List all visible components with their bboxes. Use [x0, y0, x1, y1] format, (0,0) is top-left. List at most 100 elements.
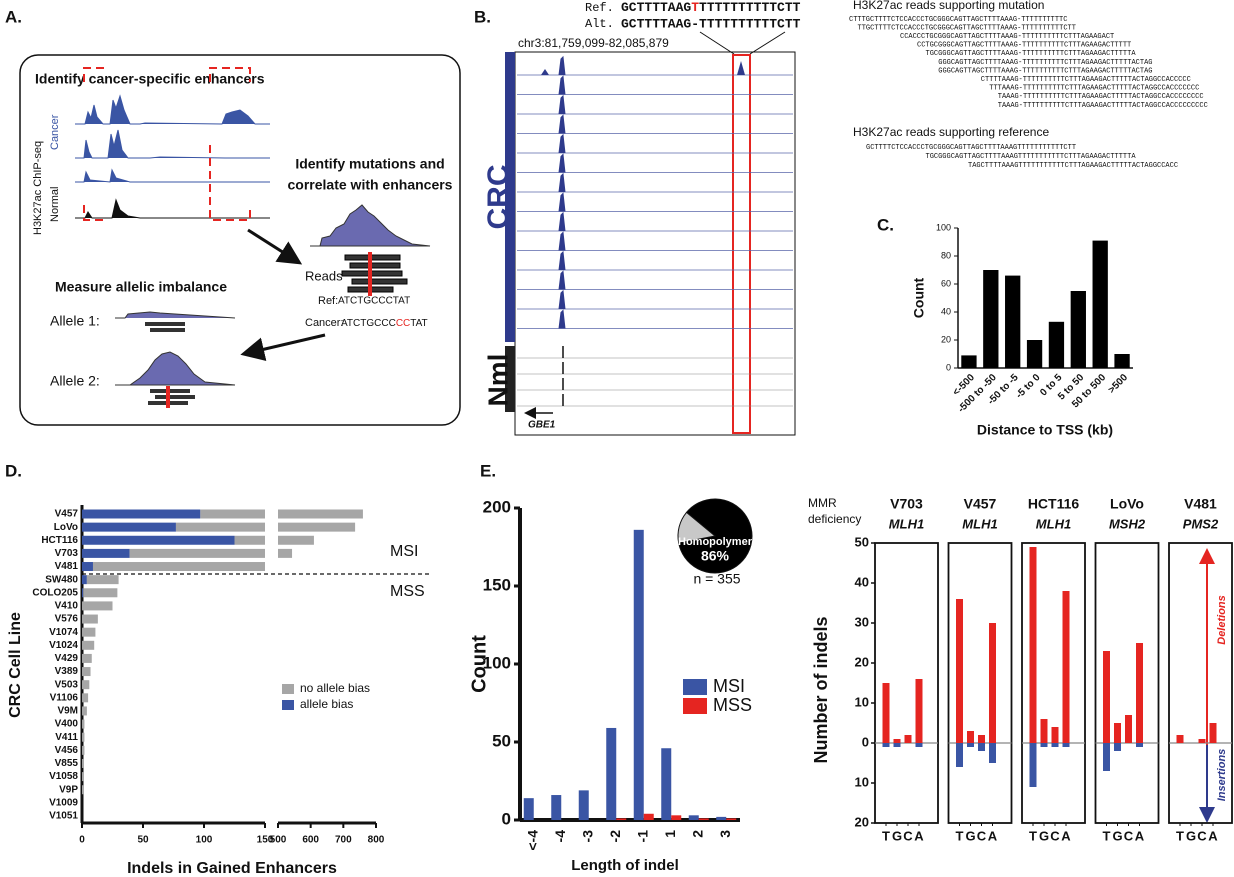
bar-segment: [83, 588, 118, 598]
seq-part: TTTTTTTTTTCTT: [699, 0, 801, 15]
plot-box: [947, 542, 1013, 824]
x-tick-label: G: [892, 828, 902, 843]
bar-segment: [278, 548, 293, 558]
bar-segment: [82, 640, 95, 650]
bar: [904, 735, 912, 743]
track-peak: [558, 192, 566, 212]
x-tick-label: C: [1050, 828, 1060, 843]
x-tick-label: G: [1186, 828, 1196, 843]
x-tick-label: -5 to 0: [1014, 372, 1043, 401]
bar: [1136, 643, 1143, 743]
read-seq: CCTGCGGGCAGTTAGCTTTTAAAG-TTTTTTTTTTCTTTA…: [917, 42, 1131, 50]
bar: [915, 743, 923, 747]
x-tick-label: 700: [335, 835, 352, 846]
bar-segment: [278, 535, 314, 545]
x-tick-label: T: [1029, 828, 1037, 843]
x-tick-label: T: [956, 828, 964, 843]
y-tick-label: V457: [55, 509, 79, 520]
x-tick-label: C: [1197, 828, 1207, 843]
mmr-label: MMR: [808, 496, 837, 510]
bar: [1029, 547, 1037, 743]
reads-title: H3K27ac reads supporting reference: [853, 125, 1049, 139]
y-tick-label: V456: [55, 745, 79, 756]
gene-label: GBE1: [528, 420, 556, 431]
track-peak: [558, 250, 566, 271]
x-tick-label: G: [1112, 828, 1122, 843]
group-label: MSI: [390, 543, 418, 560]
bar-segment: [82, 680, 90, 690]
legend-label: allele bias: [300, 697, 353, 711]
bar-segment: [82, 509, 201, 519]
bar: [1114, 354, 1130, 368]
plot-box: [1168, 542, 1233, 824]
y-tick-label: V389: [55, 666, 79, 677]
bar: [698, 818, 709, 820]
y-tick-label: 50: [492, 731, 511, 750]
bar: [1005, 275, 1021, 368]
assay-label: H3K27ac ChIP-seq: [32, 141, 44, 235]
bar: [1040, 719, 1048, 743]
bar: [1070, 291, 1086, 368]
bar-segment: [82, 745, 85, 755]
crc-bar: [505, 52, 515, 342]
ref-seq: GCTTTTAAGTTTTTTTTTTTCTT: [621, 0, 801, 15]
bar: [643, 813, 654, 820]
track-peak: [558, 114, 566, 134]
bar-segment: [82, 614, 98, 624]
x-tick-label: T: [1103, 828, 1111, 843]
chart-subtitle: MLH1: [889, 516, 924, 531]
legend-label: MSS: [713, 695, 752, 715]
locus: chr3:81,759,099-82,085,879: [518, 36, 669, 50]
y-tick-label: 100: [936, 222, 951, 232]
chart-subtitle: PMS2: [1183, 516, 1219, 531]
bar: [661, 748, 672, 820]
bar: [1026, 340, 1043, 368]
pie-slice: [677, 511, 717, 544]
track-peak: [558, 75, 566, 95]
read-seq: TAAAG-TTTTTTTTTTCTTTAGAAGACTTTTTACTAGGCC…: [998, 93, 1204, 101]
bar: [956, 599, 963, 743]
bar: [989, 623, 996, 743]
crc-label: CRC: [482, 165, 515, 230]
reads-label: Reads: [305, 268, 343, 283]
y-tick-label: 50: [855, 534, 869, 549]
read-seq: TTGCTTTTCTCCACCCTGCGGGCAGTTAGCTTTTAAAG-T…: [858, 24, 1076, 32]
track-peak: [558, 289, 566, 310]
plot-box: [1094, 542, 1160, 824]
x-tick-label: 1: [662, 830, 678, 838]
bar-segment: [92, 562, 265, 572]
bar-segment: [82, 653, 92, 663]
alt-seq: GCTTTTAAG-TTTTTTTTTTCTT: [621, 16, 801, 31]
bar: [688, 815, 699, 820]
y-tick-label: COLO205: [32, 587, 78, 598]
x-tick-label: A: [1208, 828, 1218, 843]
x-tick-label: T: [1176, 828, 1184, 843]
y-tick-label: V411: [55, 732, 78, 743]
ref-seq: ATCTGCCCTAT: [338, 296, 410, 307]
legend-swatch: [282, 684, 294, 694]
annotation: n = 355: [693, 571, 740, 587]
read-seq: TAAAG-TTTTTTTTTTCTTTAGAAGACTTTTTACTAGGCC…: [998, 102, 1208, 110]
y-axis-label: Count: [911, 277, 927, 318]
bar: [1051, 743, 1059, 747]
track-peak: [541, 69, 549, 75]
bar: [882, 743, 890, 747]
y-axis-label: Count: [468, 635, 490, 693]
group-label: MSS: [390, 583, 425, 600]
bar: [716, 816, 727, 820]
y-tick-label: SW480: [45, 574, 78, 585]
seq-insertion: CC: [396, 318, 410, 329]
y-tick-label: 200: [483, 497, 511, 516]
bar: [616, 818, 627, 820]
insertions-label: Insertions: [1216, 749, 1228, 802]
track-peak: [558, 270, 566, 290]
reads-icon: [341, 252, 408, 296]
track-peak: [558, 94, 566, 115]
y-tick-label: HCT116: [41, 535, 78, 546]
y-tick-label: V1074: [49, 627, 78, 638]
track-peak: [558, 309, 566, 329]
x-tick-label: 2: [689, 830, 705, 838]
ref-label: Ref:: [318, 295, 338, 307]
bar-segment: [86, 575, 119, 585]
y-tick-label: 40: [941, 306, 951, 316]
